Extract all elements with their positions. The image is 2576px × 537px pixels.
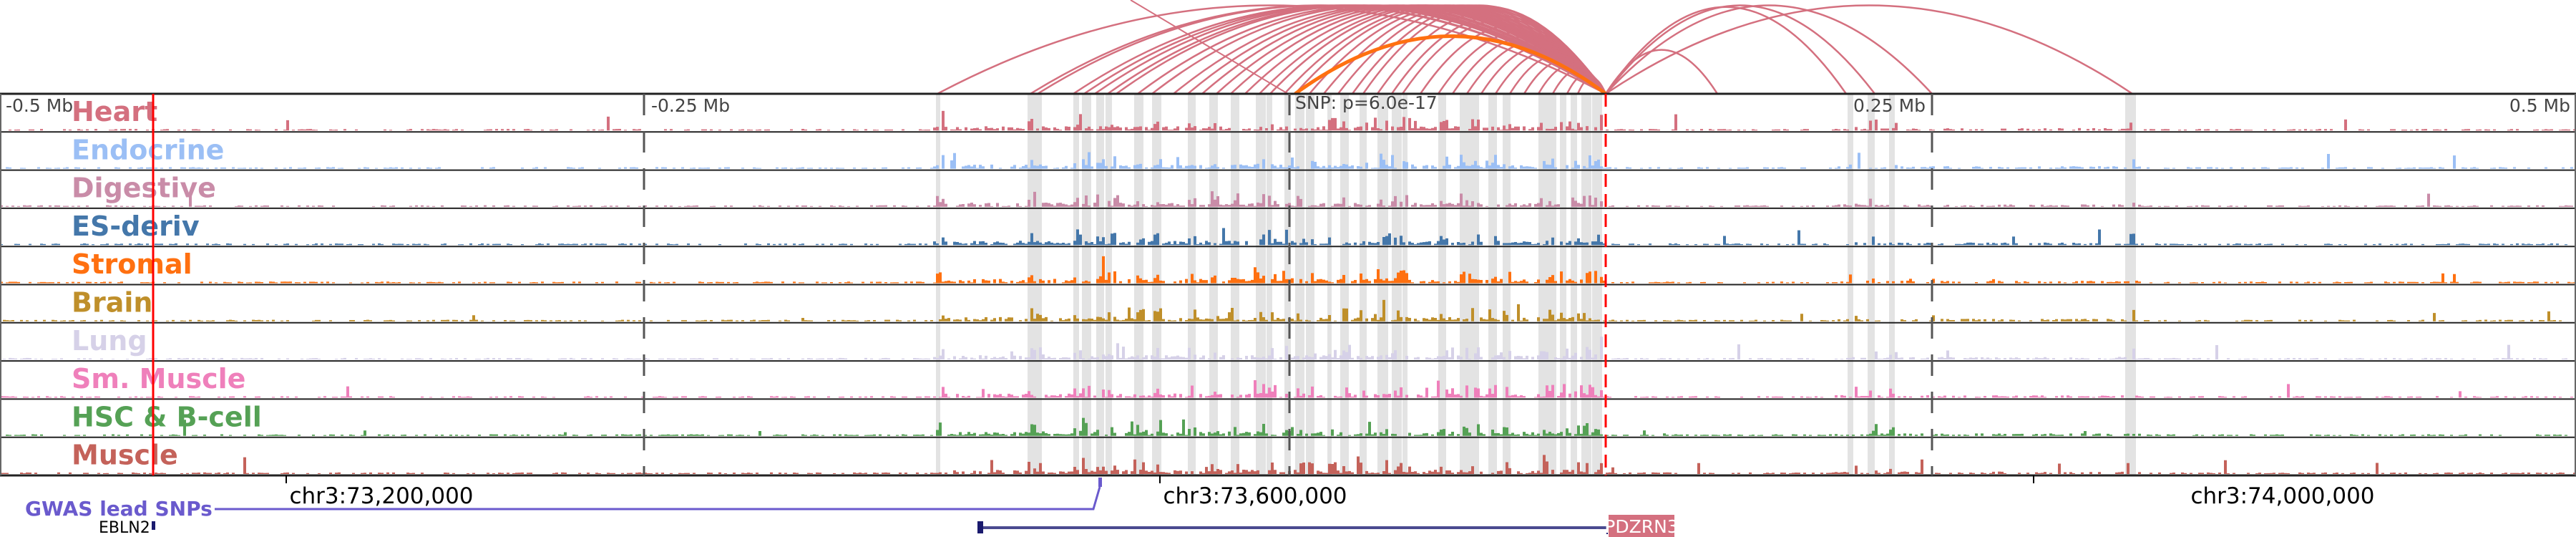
signal-lung — [3, 337, 2567, 360]
loop-arc-highlight — [1294, 34, 1607, 96]
loop-arc — [1605, 4, 1875, 95]
atac-signal-tracks — [0, 110, 2576, 474]
snp-pvalue-label: SNP: p=6.0e-17 — [1295, 92, 1438, 113]
signal-hsc-b-cell — [6, 417, 2567, 436]
track-label: ES-deriv — [72, 211, 200, 242]
track-label: Heart — [72, 96, 157, 127]
signal-heart — [9, 110, 2576, 131]
chromatin-loop-arcs — [937, 0, 2133, 96]
gwas-track-label: GWAS lead SNPs — [25, 497, 213, 521]
track-label: Sm. Muscle — [72, 363, 245, 395]
signal-es-deriv — [0, 228, 2567, 246]
loop-arc — [1576, 77, 1607, 95]
track-label: Digestive — [72, 173, 216, 204]
signal-muscle — [0, 455, 2576, 474]
signal-brain — [3, 299, 2562, 321]
track-borders — [0, 92, 2576, 477]
gene-pdzrn3[interactable] — [977, 521, 1608, 534]
axis-label-minus-quarter: -0.25 Mb — [651, 95, 730, 116]
loop-arc — [1605, 4, 1933, 95]
track-label: Muscle — [72, 440, 178, 471]
axis-label-minus-half: -0.5 Mb — [6, 95, 73, 116]
gwas-snp-marker[interactable] — [1098, 478, 1102, 487]
axis-label-plus-half: 0.5 Mb — [2509, 95, 2570, 116]
loop-arc — [1604, 6, 1848, 95]
track-labels: Heart Endocrine Digestive ES-deriv Stromal Br… — [72, 96, 262, 471]
signal-sm-muscle — [0, 379, 2573, 398]
track-label: Lung — [72, 325, 147, 357]
coord-label: chr3:74,000,000 — [2190, 483, 2374, 509]
track-label: HSC & B-cell — [72, 401, 262, 432]
gene-label-pdzrn3-box — [1609, 515, 1674, 537]
track-label: Brain — [72, 287, 152, 319]
axis-label-plus-quarter: 0.25 Mb — [1853, 95, 1926, 116]
track-label: Stromal — [72, 248, 192, 280]
coord-label: chr3:73,200,000 — [289, 483, 473, 509]
gene-ebln2[interactable] — [152, 521, 155, 530]
loop-arc — [1130, 0, 1289, 95]
gene-label-pdzrn3: PDZRN3 — [1604, 516, 1678, 537]
track-label: Endocrine — [72, 134, 224, 165]
signal-digestive — [0, 191, 2573, 207]
loop-arc — [1605, 4, 2133, 95]
gene-label-ebln2: EBLN2 — [99, 519, 150, 537]
gwas-connector-line — [215, 486, 1101, 511]
coord-label: chr3:73,600,000 — [1163, 483, 1347, 509]
